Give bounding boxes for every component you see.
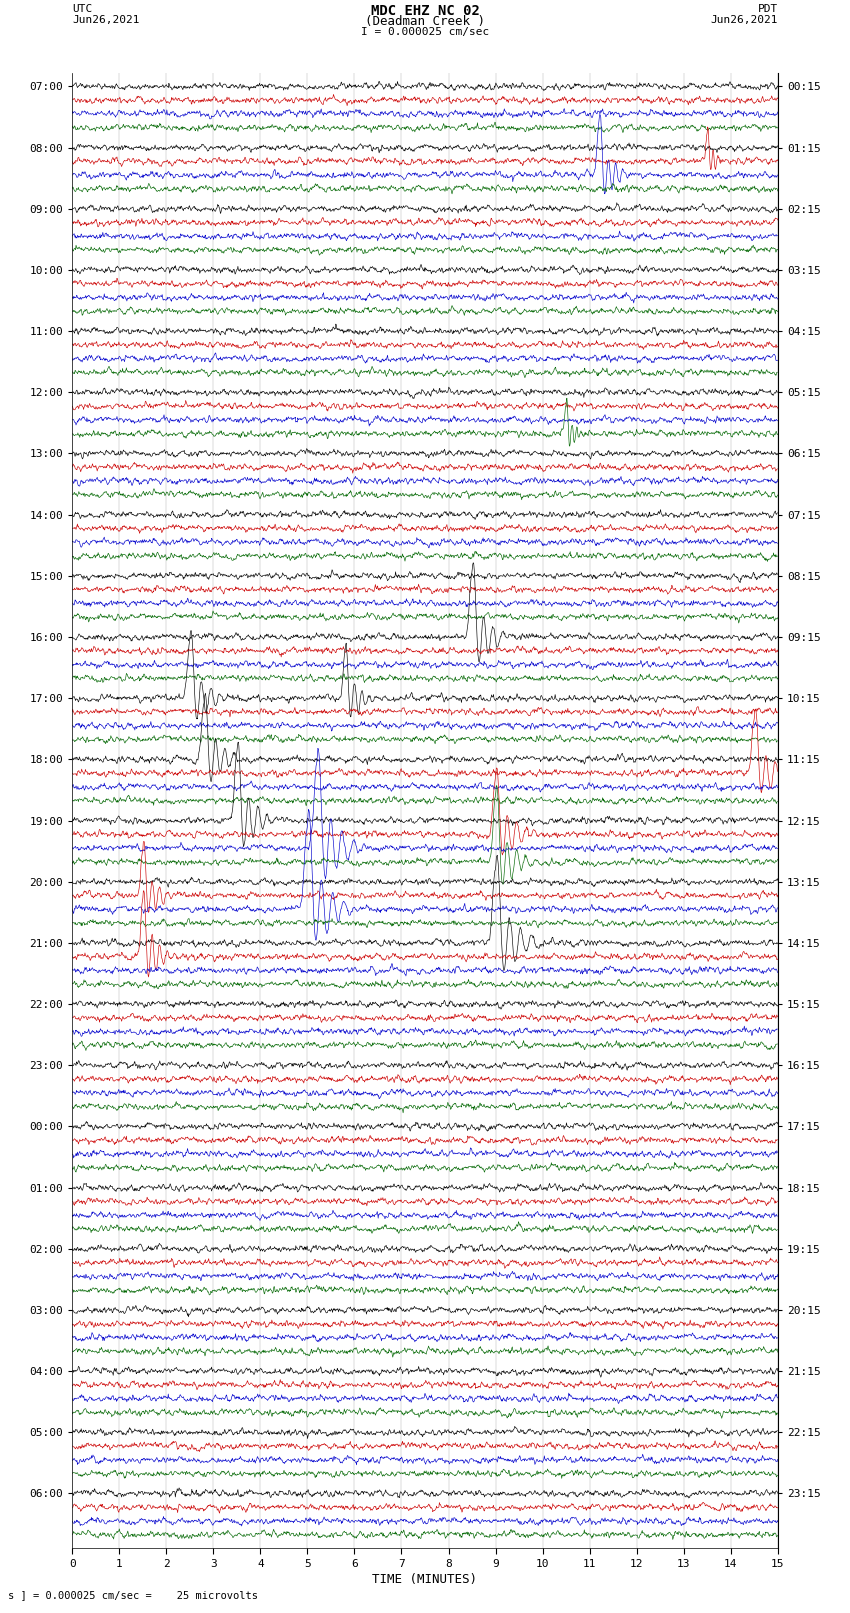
Text: UTC: UTC <box>72 5 93 15</box>
Text: s ] = 0.000025 cm/sec =    25 microvolts: s ] = 0.000025 cm/sec = 25 microvolts <box>8 1590 258 1600</box>
Text: I = 0.000025 cm/sec: I = 0.000025 cm/sec <box>361 26 489 37</box>
Text: Jun26,2021: Jun26,2021 <box>72 16 139 26</box>
Text: MDC EHZ NC 02: MDC EHZ NC 02 <box>371 5 479 18</box>
X-axis label: TIME (MINUTES): TIME (MINUTES) <box>372 1573 478 1586</box>
Text: PDT: PDT <box>757 5 778 15</box>
Text: (Deadman Creek ): (Deadman Creek ) <box>365 16 485 29</box>
Text: Jun26,2021: Jun26,2021 <box>711 16 778 26</box>
